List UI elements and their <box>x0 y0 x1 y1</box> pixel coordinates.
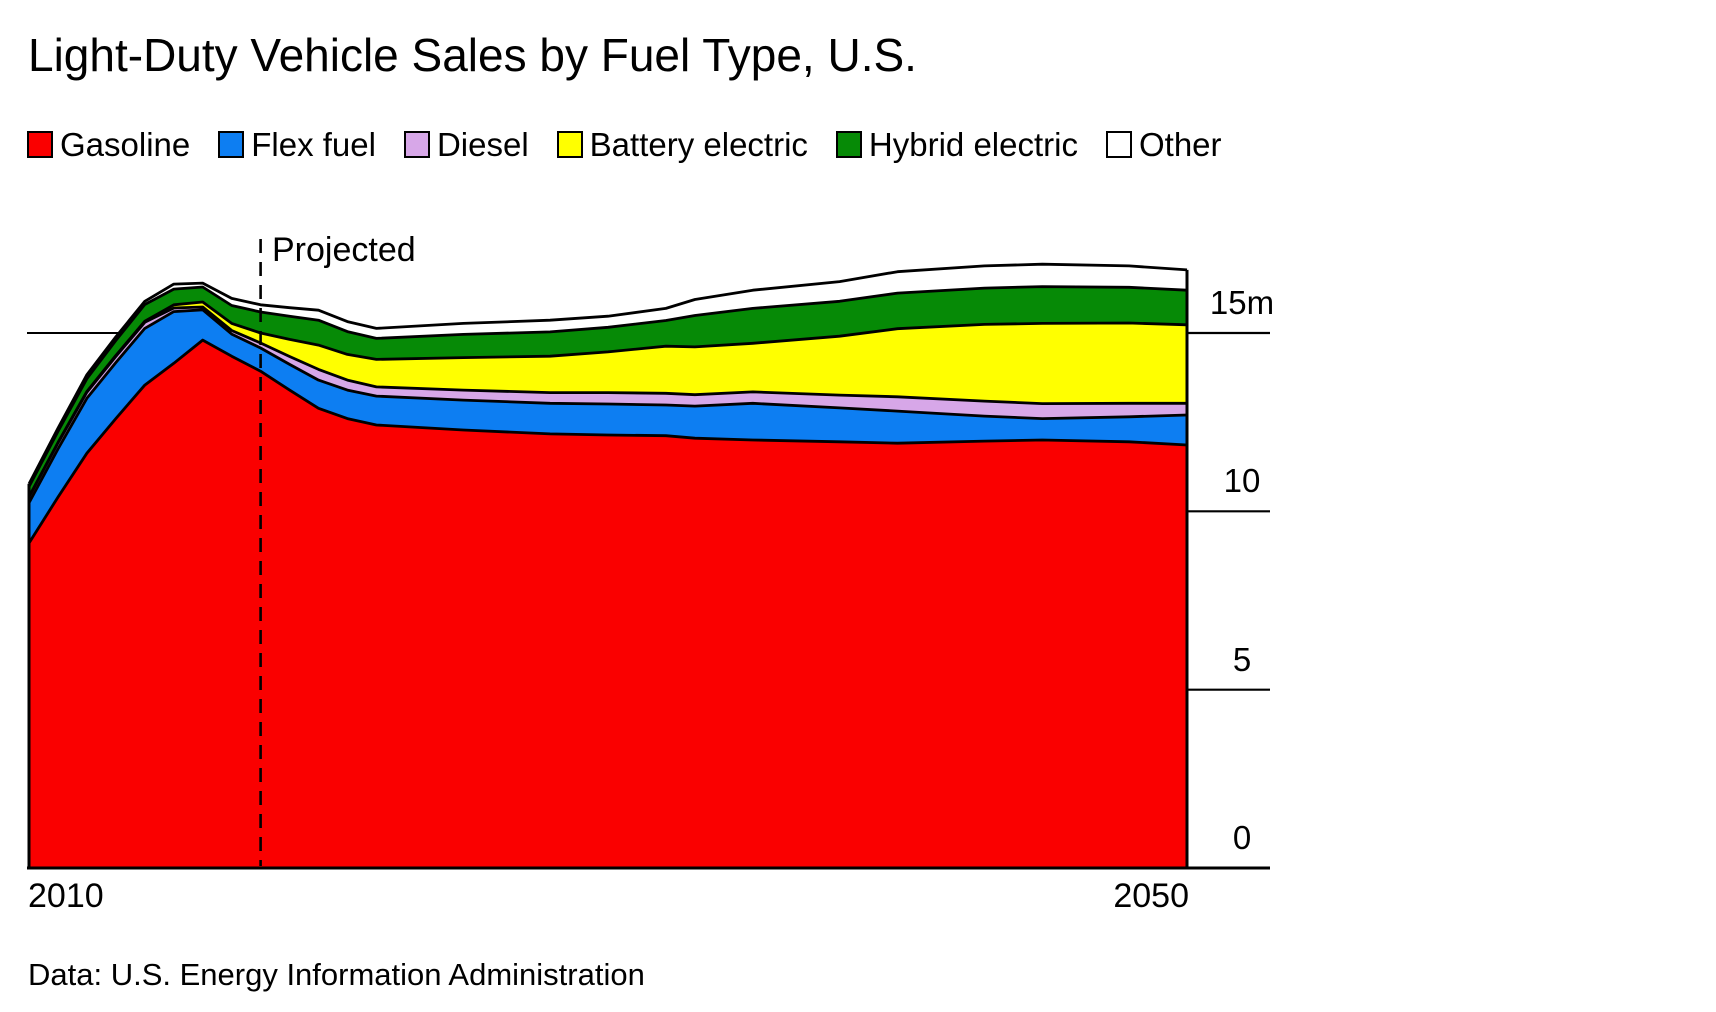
area-battery-electric <box>29 302 1187 498</box>
boundary-gasoline <box>27 338 1188 544</box>
gasoline-swatch-icon <box>27 131 53 158</box>
y-axis-tick-10: 10 <box>1223 462 1261 500</box>
area-flex-fuel <box>29 309 1187 544</box>
legend-item-flex-fuel: Flex fuel <box>218 128 376 161</box>
area-gasoline <box>29 340 1187 869</box>
legend-label: Flex fuel <box>251 126 376 163</box>
boundary-hybrid-electric <box>27 285 1188 488</box>
other-swatch-icon <box>1105 131 1132 158</box>
boundary-battery-electric <box>27 300 1188 498</box>
area-hybrid-electric <box>29 286 1187 497</box>
legend: Gasoline Flex fuel Diesel Battery electric H… <box>27 128 1222 161</box>
flex-fuel-swatch-icon <box>218 131 245 158</box>
y-axis-tick-0: 0 <box>1232 819 1252 856</box>
source-note: Data: U.S. Energy Information Administra… <box>28 957 645 992</box>
x-axis-tick-2010: 2010 <box>28 877 104 915</box>
projected-annotation: Projected <box>272 231 416 269</box>
legend-label: Hybrid electric <box>868 126 1078 163</box>
page-title: Light-Duty Vehicle Sales by Fuel Type, U… <box>28 29 917 81</box>
y-axis-tick-15m: 15m <box>1209 284 1275 321</box>
legend-label: Other <box>1138 126 1222 163</box>
battery-electric-swatch-icon <box>556 131 583 158</box>
boundary-other <box>27 262 1188 485</box>
legend-item-hybrid-electric: Hybrid electric <box>835 126 1078 163</box>
legend-item-diesel: Diesel <box>403 126 529 163</box>
boundary-flex-fuel <box>27 308 1188 504</box>
legend-label: Diesel <box>436 126 529 163</box>
area-diesel <box>29 307 1187 503</box>
x-axis-tick-2050: 2050 <box>1113 877 1189 915</box>
hybrid-electric-swatch-icon <box>835 131 862 158</box>
legend-item-other: Other <box>1105 126 1222 163</box>
legend-item-gasoline: Gasoline <box>27 128 190 161</box>
diesel-swatch-icon <box>403 131 430 158</box>
legend-label: Gasoline <box>60 126 191 163</box>
legend-label: Battery electric <box>589 126 808 163</box>
legend-item-battery-electric: Battery electric <box>556 126 808 163</box>
y-axis-tick-5: 5 <box>1232 640 1252 678</box>
